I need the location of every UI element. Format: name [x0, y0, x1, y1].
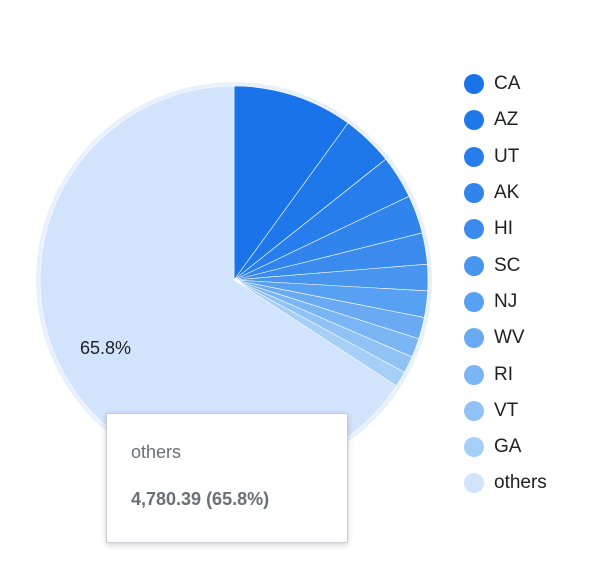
- legend-swatch: [464, 74, 484, 95]
- legend-label: AK: [494, 182, 520, 204]
- legend: CA AZ UT AK HI SC NJ WV RI VT GA others: [464, 66, 547, 502]
- legend-swatch: [464, 400, 484, 421]
- legend-item-vt[interactable]: VT: [464, 393, 547, 429]
- legend-item-ga[interactable]: GA: [464, 429, 547, 465]
- legend-label: AZ: [494, 109, 519, 131]
- legend-label: RI: [494, 363, 513, 385]
- legend-label: GA: [494, 436, 522, 458]
- legend-item-nj[interactable]: NJ: [464, 284, 547, 320]
- legend-swatch: [464, 146, 484, 167]
- pie-slice-ca[interactable]: [233, 85, 349, 281]
- legend-label: WV: [494, 327, 525, 349]
- legend-label: others: [494, 472, 547, 494]
- tooltip-title: others: [131, 442, 182, 462]
- legend-swatch: [464, 364, 484, 385]
- tooltip: others 4,780.39 (65.8%): [106, 413, 348, 543]
- legend-swatch: [464, 437, 484, 458]
- legend-item-ak[interactable]: AK: [464, 175, 547, 211]
- legend-swatch: [464, 110, 484, 131]
- legend-label: UT: [494, 145, 520, 167]
- legend-label: VT: [494, 399, 519, 421]
- legend-swatch: [464, 255, 484, 276]
- legend-item-others[interactable]: others: [464, 465, 547, 501]
- legend-swatch: [464, 219, 484, 240]
- tooltip-value: 4,780.39 (65.8%): [131, 489, 270, 509]
- legend-label: SC: [494, 254, 521, 276]
- slice-label-others: 65.8%: [80, 338, 132, 358]
- legend-item-sc[interactable]: SC: [464, 247, 547, 283]
- legend-swatch: [464, 328, 484, 349]
- legend-item-ut[interactable]: UT: [464, 139, 547, 175]
- legend-item-ca[interactable]: CA: [464, 66, 547, 102]
- legend-swatch: [464, 291, 484, 312]
- legend-label: NJ: [494, 290, 518, 312]
- legend-item-hi[interactable]: HI: [464, 211, 547, 247]
- legend-swatch: [464, 183, 484, 204]
- legend-item-az[interactable]: AZ: [464, 102, 547, 138]
- legend-label: CA: [494, 73, 521, 95]
- legend-item-ri[interactable]: RI: [464, 356, 547, 392]
- legend-swatch: [464, 473, 484, 494]
- legend-item-wv[interactable]: WV: [464, 320, 547, 356]
- legend-label: HI: [494, 218, 513, 240]
